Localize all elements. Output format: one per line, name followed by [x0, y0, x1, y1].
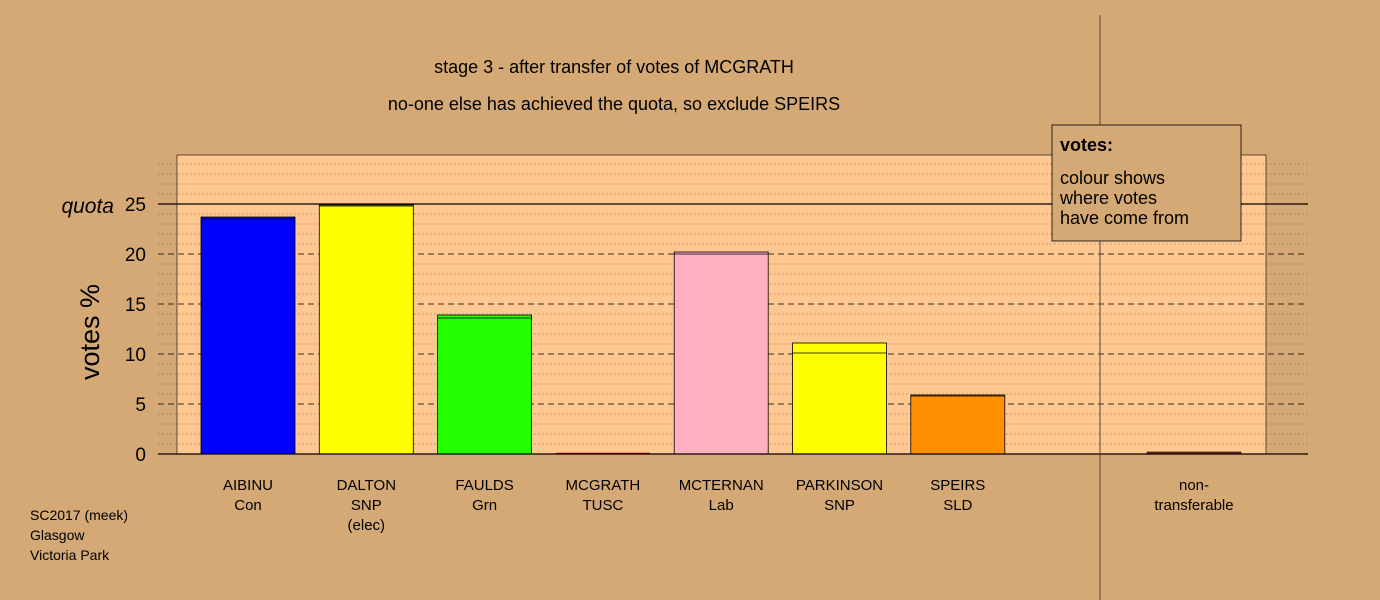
y-tick-label: 20 [125, 245, 146, 266]
bar [910, 394, 1006, 455]
y-tick-label: 0 [135, 445, 146, 466]
y-tick-label: 10 [125, 345, 146, 366]
x-tick-label: SNP [824, 497, 855, 514]
bar [792, 342, 887, 455]
legend-line-2: where votes [1059, 188, 1157, 208]
x-tick-label: (elec) [348, 517, 386, 534]
bar [437, 314, 533, 455]
x-tick-label: MCGRATH [566, 477, 641, 494]
labels-layer: AIBINU Con DALTON SNP (elec) FAULDS Grn MCGRATH… [223, 477, 1234, 534]
x-tick-label: Con [234, 497, 262, 514]
footer-line-3: Victoria Park [30, 547, 110, 563]
x-tick-label: SNP [351, 497, 382, 514]
bar [200, 216, 296, 455]
x-tick-label: Grn [472, 497, 497, 514]
x-tick-label: MCTERNAN [679, 477, 764, 494]
bar [318, 204, 414, 455]
bar [673, 251, 769, 455]
legend-line-1: colour shows [1060, 168, 1165, 188]
x-tick-label: Lab [709, 497, 734, 514]
legend-title: votes: [1060, 135, 1113, 155]
y-axis-label: votes % [75, 284, 105, 380]
x-tick-label: DALTON [337, 477, 396, 494]
x-tick-label: PARKINSON [796, 477, 883, 494]
legend-line-3: have come from [1060, 208, 1189, 228]
y-tick-label: 5 [135, 395, 146, 416]
axis-layer: 0 5 10 15 20 25 [125, 15, 1308, 600]
x-tick-label: TUSC [582, 497, 623, 514]
x-tick-label: SLD [943, 497, 972, 514]
x-tick-label-nontransferable: non- [1179, 477, 1209, 494]
x-tick-label: FAULDS [455, 477, 513, 494]
x-tick-label: AIBINU [223, 477, 273, 494]
footer-line-1: SC2017 (meek) [30, 507, 128, 523]
chart-title: stage 3 - after transfer of votes of MCG… [434, 57, 794, 77]
legend-box: votes: colour shows where votes have com… [1051, 124, 1242, 242]
x-tick-label: SPEIRS [930, 477, 985, 494]
y-tick-label: 15 [125, 295, 146, 316]
x-tick-label-nontransferable: transferable [1154, 497, 1233, 514]
chart-subtitle: no-one else has achieved the quota, so e… [388, 94, 840, 114]
footer-line-2: Glasgow [30, 527, 85, 543]
y-tick-label: 25 [125, 195, 146, 216]
quota-label: quota [61, 195, 114, 218]
